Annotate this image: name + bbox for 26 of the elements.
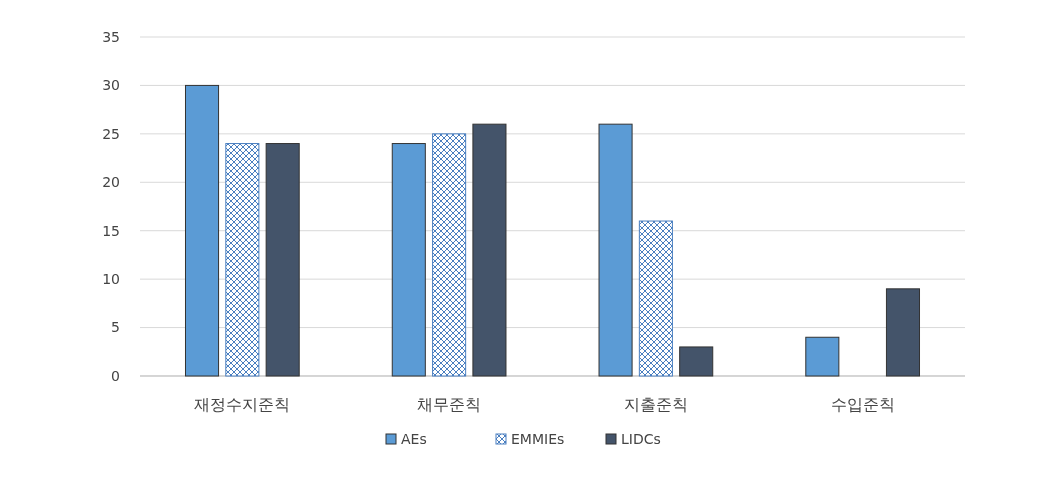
y-tick-label: 10 [102, 271, 120, 288]
y-tick-label: 20 [102, 174, 120, 191]
bar [638, 220, 673, 377]
y-tick-label: 15 [102, 222, 120, 239]
bar [885, 288, 921, 377]
y-tick-label: 0 [111, 367, 120, 384]
legend-label: LIDCs [621, 430, 661, 447]
y-tick-label: 5 [111, 319, 120, 336]
y-tick-label: 25 [102, 125, 120, 142]
x-tick-label: 재정수지준칙 [194, 395, 291, 414]
legend-label: AEs [401, 430, 427, 447]
bar [598, 123, 633, 377]
bar [225, 143, 260, 377]
y-tick-label: 35 [102, 28, 120, 45]
bar [391, 143, 426, 377]
x-tick-label: 지출준칙 [623, 395, 688, 414]
x-tick-label: 수입준칙 [830, 395, 895, 414]
bar [184, 84, 220, 377]
x-tick-label: 채무준칙 [417, 395, 482, 414]
bar [679, 346, 714, 377]
y-tick-label: 30 [102, 77, 120, 94]
bar [265, 143, 300, 377]
legend-label: EMMIEs [511, 430, 565, 447]
bar [472, 123, 507, 377]
bar [805, 336, 840, 377]
bar [432, 133, 467, 377]
